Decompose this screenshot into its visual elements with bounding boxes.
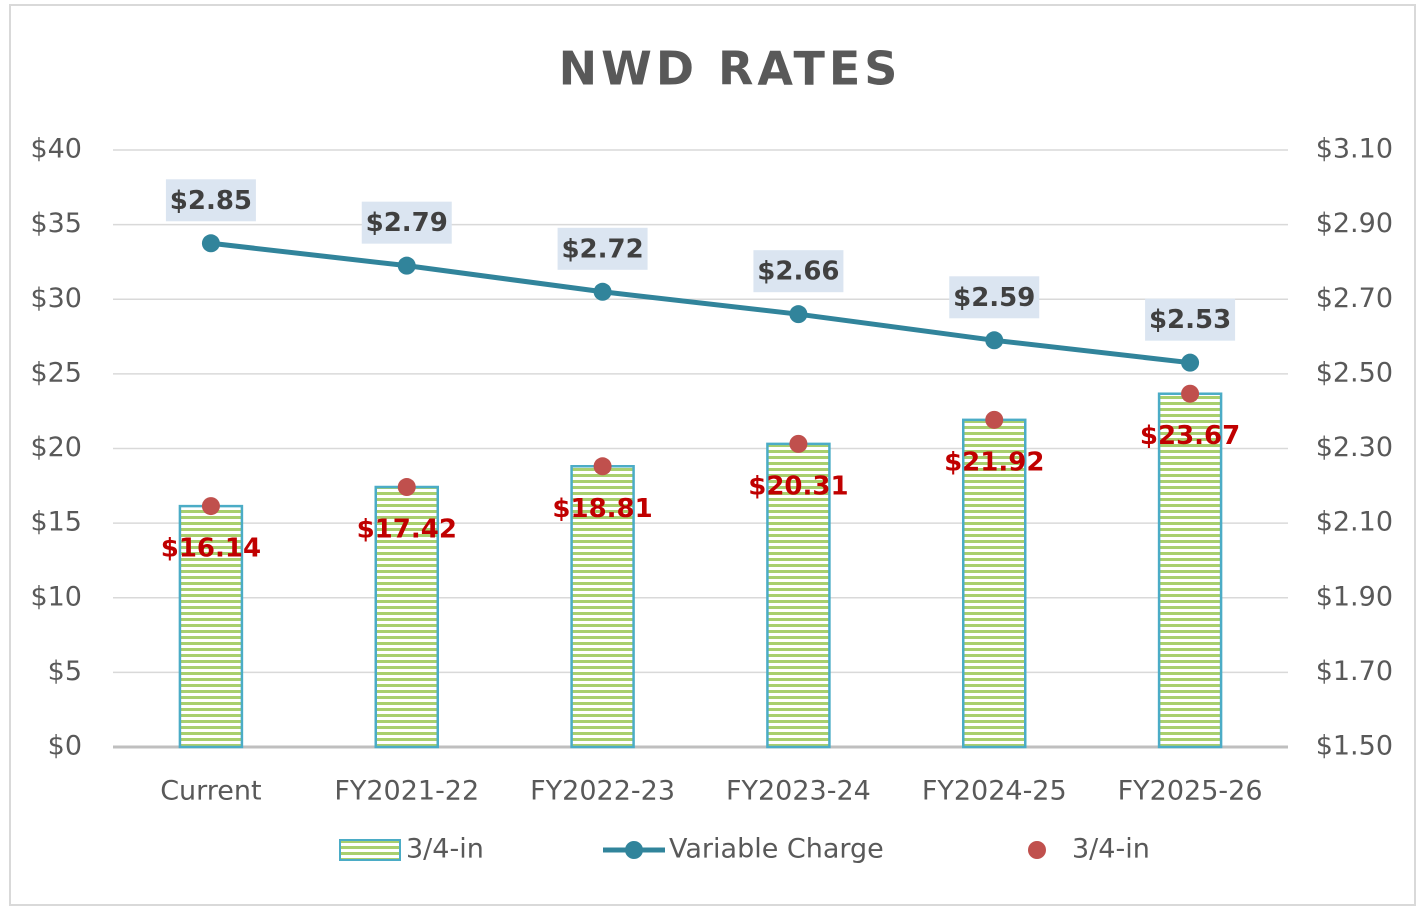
y-tick-label: $40 bbox=[30, 134, 82, 165]
legend-label: 3/4-in bbox=[406, 834, 484, 865]
legend-label: Variable Charge bbox=[669, 834, 884, 865]
y-tick-label: $5 bbox=[48, 656, 82, 687]
bar bbox=[178, 504, 244, 749]
dot bbox=[397, 478, 416, 497]
x-tick-label: FY2024-25 bbox=[922, 776, 1067, 807]
y2-tick-label: $1.70 bbox=[1316, 656, 1393, 687]
x-tick-label: FY2023-24 bbox=[726, 776, 871, 807]
y2-tick-label: $2.10 bbox=[1316, 507, 1393, 538]
dot bbox=[593, 457, 612, 476]
line-marker bbox=[201, 234, 220, 253]
data-label: $20.31 bbox=[748, 471, 848, 501]
y-tick-label: $25 bbox=[30, 357, 82, 388]
dot bbox=[985, 410, 1004, 429]
data-label: $23.67 bbox=[1140, 421, 1240, 451]
line bbox=[210, 240, 1191, 366]
data-label-bg bbox=[361, 201, 452, 244]
y-tick-label: $10 bbox=[30, 581, 82, 612]
data-label: $2.53 bbox=[1149, 305, 1231, 335]
data-label: $18.81 bbox=[552, 494, 652, 524]
y2-tick-label: $2.90 bbox=[1316, 208, 1393, 239]
data-label: $16.14 bbox=[161, 534, 261, 564]
data-label: $17.42 bbox=[357, 515, 457, 545]
legend-label: 3/4-in bbox=[1072, 834, 1150, 865]
y-tick-label: $35 bbox=[30, 208, 82, 239]
bar bbox=[570, 465, 635, 749]
x-tick-label: FY2021-22 bbox=[334, 776, 479, 807]
data-label-bg bbox=[165, 179, 256, 222]
line-marker bbox=[985, 331, 1004, 350]
line-marker bbox=[1181, 353, 1200, 372]
chart-title: NWD RATES bbox=[559, 42, 902, 96]
y-tick-label: $0 bbox=[48, 731, 82, 762]
y2-tick-label: $1.90 bbox=[1316, 581, 1393, 612]
y2-tick-label: $2.70 bbox=[1316, 283, 1393, 314]
x-tick-label: FY2025-26 bbox=[1118, 776, 1263, 807]
legend-swatch bbox=[339, 839, 401, 861]
data-label: $2.85 bbox=[170, 186, 252, 216]
x-tick-label: FY2022-23 bbox=[530, 776, 675, 807]
data-label: $2.72 bbox=[561, 234, 643, 264]
data-label: $2.66 bbox=[757, 257, 839, 287]
y2-tick-label: $2.30 bbox=[1316, 432, 1393, 463]
legend-swatch bbox=[1028, 841, 1046, 859]
data-label-bg bbox=[1145, 298, 1236, 341]
data-label: $2.59 bbox=[953, 283, 1035, 313]
bar bbox=[962, 418, 1027, 749]
y-tick-label: $20 bbox=[30, 432, 82, 463]
data-label-bg bbox=[557, 227, 648, 270]
line-marker bbox=[789, 305, 808, 324]
dot bbox=[1181, 384, 1200, 403]
y2-tick-label: $3.10 bbox=[1316, 134, 1393, 165]
line-marker bbox=[593, 282, 612, 301]
y2-tick-label: $2.50 bbox=[1316, 357, 1393, 388]
y2-tick-label: $1.50 bbox=[1316, 731, 1393, 762]
dot bbox=[201, 497, 220, 516]
dot bbox=[789, 434, 808, 453]
data-label: $2.79 bbox=[366, 208, 448, 238]
x-tick-label: Current bbox=[160, 776, 261, 807]
data-label-bg bbox=[753, 250, 844, 293]
y-tick-label: $15 bbox=[30, 507, 82, 538]
data-label: $21.92 bbox=[944, 447, 1044, 477]
data-label-bg bbox=[949, 276, 1040, 319]
y-tick-label: $30 bbox=[30, 283, 82, 314]
legend-swatch bbox=[625, 841, 643, 859]
line-marker bbox=[397, 256, 416, 275]
